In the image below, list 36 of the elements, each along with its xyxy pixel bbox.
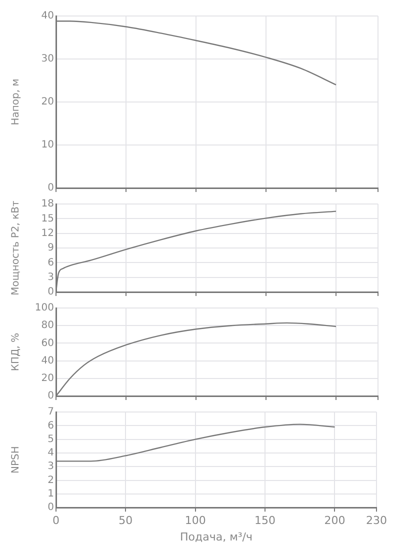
y-tick-label: 20 bbox=[41, 372, 54, 384]
y-tick-label: 2 bbox=[48, 474, 54, 486]
y-tick-label: 100 bbox=[34, 302, 54, 314]
y-tick-label: 15 bbox=[41, 213, 54, 224]
y-tick-label: 10 bbox=[41, 140, 54, 151]
y-tick-label: 0 bbox=[48, 182, 54, 194]
y-tick-label: 30 bbox=[41, 54, 54, 65]
y-tick-label: 0 bbox=[48, 502, 54, 514]
y-tick-label: 7 bbox=[48, 406, 54, 418]
y-axis-title: NPSH bbox=[10, 446, 22, 474]
y-tick-label: 4 bbox=[48, 448, 54, 459]
x-axis-title: Подача, м³/ч bbox=[180, 530, 252, 544]
x-tick-label: 150 bbox=[254, 514, 276, 528]
y-tick-label: 12 bbox=[41, 228, 54, 239]
y-tick-label: 5 bbox=[48, 434, 54, 445]
y-axis-title: Напор, м bbox=[10, 78, 22, 126]
x-tick-label: 50 bbox=[118, 514, 133, 528]
y-tick-label: 9 bbox=[48, 242, 54, 254]
y-tick-label: 20 bbox=[41, 96, 54, 108]
y-tick-label: 60 bbox=[41, 338, 54, 349]
y-tick-label: 18 bbox=[41, 198, 54, 210]
y-tick-label: 3 bbox=[48, 272, 54, 283]
x-tick-label: 230 bbox=[366, 514, 387, 528]
y-tick-label: 40 bbox=[41, 355, 54, 366]
y-tick-label: 80 bbox=[41, 320, 54, 332]
y-tick-label: 6 bbox=[48, 420, 54, 432]
x-tick-label: 200 bbox=[324, 514, 346, 528]
y-tick-label: 6 bbox=[48, 257, 54, 268]
y-tick-label: 0 bbox=[48, 286, 54, 298]
x-tick-label: 100 bbox=[184, 514, 206, 528]
y-tick-label: 0 bbox=[48, 390, 54, 402]
y-tick-label: 3 bbox=[48, 461, 54, 472]
y-axis-title: Мощность P2, кВт bbox=[10, 200, 22, 296]
y-tick-label: 1 bbox=[48, 488, 54, 500]
y-tick-label: 40 bbox=[41, 10, 54, 22]
y-axis-title: КПД, % bbox=[10, 332, 22, 372]
